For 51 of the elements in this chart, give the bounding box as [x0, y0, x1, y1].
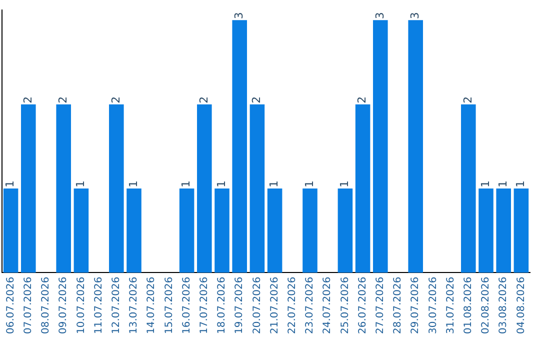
x-tick-label: 19.07.2026 [234, 276, 246, 334]
data-label: 2 [56, 96, 70, 104]
data-label: 2 [21, 96, 34, 104]
data-label: 1 [4, 180, 17, 188]
x-tick-label: 08.07.2026 [40, 276, 52, 334]
data-label: 1 [126, 180, 140, 188]
x-tick-label: 02.08.2026 [480, 276, 492, 334]
data-label: 3 [408, 12, 422, 20]
x-tick-label: 23.07.2026 [304, 276, 316, 334]
x-tick-label: 12.07.2026 [110, 276, 122, 334]
x-tick-label: 06.07.2026 [5, 276, 16, 334]
x-tick-label: 13.07.2026 [128, 276, 140, 334]
data-label: 1 [478, 180, 492, 188]
x-tick-label: 17.07.2026 [198, 276, 210, 334]
x-tick-label: 26.07.2026 [357, 276, 368, 334]
x-tick-label: 28.07.2026 [392, 276, 404, 334]
x-tick-label: 03.08.2026 [498, 276, 510, 334]
data-label: 1 [302, 180, 316, 188]
x-tick-label: 14.07.2026 [146, 276, 158, 334]
x-tick-label: 01.08.2026 [462, 276, 474, 334]
x-tick-label: 29.07.2026 [410, 276, 422, 334]
x-tick-label: 27.07.2026 [374, 276, 386, 334]
data-label: 2 [197, 96, 210, 104]
x-tick-label: 31.07.2026 [445, 276, 456, 334]
data-label: 1 [496, 180, 510, 188]
x-tick-label: 11.07.2026 [93, 276, 104, 334]
x-tick-label: 21.07.2026 [269, 276, 280, 334]
x-tick-label: 30.07.2026 [428, 276, 439, 334]
x-tick-label: 24.07.2026 [322, 276, 334, 334]
data-label: 2 [356, 96, 369, 104]
x-tick-label: 10.07.2026 [76, 276, 87, 334]
data-label: 1 [338, 180, 352, 188]
data-label: 3 [232, 12, 246, 20]
data-label: 3 [373, 12, 386, 20]
x-tick-label: 15.07.2026 [164, 276, 175, 334]
x-tick-label: 20.07.2026 [252, 276, 263, 334]
data-label: 1 [514, 180, 528, 188]
x-tick-label: 22.07.2026 [286, 276, 298, 334]
data-label: 1 [268, 180, 281, 188]
data-label: 1 [214, 180, 228, 188]
data-label: 2 [461, 96, 474, 104]
x-tick-label: 04.08.2026 [516, 276, 527, 334]
data-label: 2 [109, 96, 122, 104]
data-label: 2 [250, 96, 264, 104]
x-tick-label: 16.07.2026 [181, 276, 192, 334]
x-tick-label: 18.07.2026 [216, 276, 228, 334]
x-tick-label: 25.07.2026 [340, 276, 351, 334]
x-tick-label: 09.07.2026 [58, 276, 70, 334]
data-label: 1 [180, 180, 193, 188]
x-tick-label: 07.07.2026 [22, 276, 34, 334]
data-label: 1 [74, 180, 88, 188]
